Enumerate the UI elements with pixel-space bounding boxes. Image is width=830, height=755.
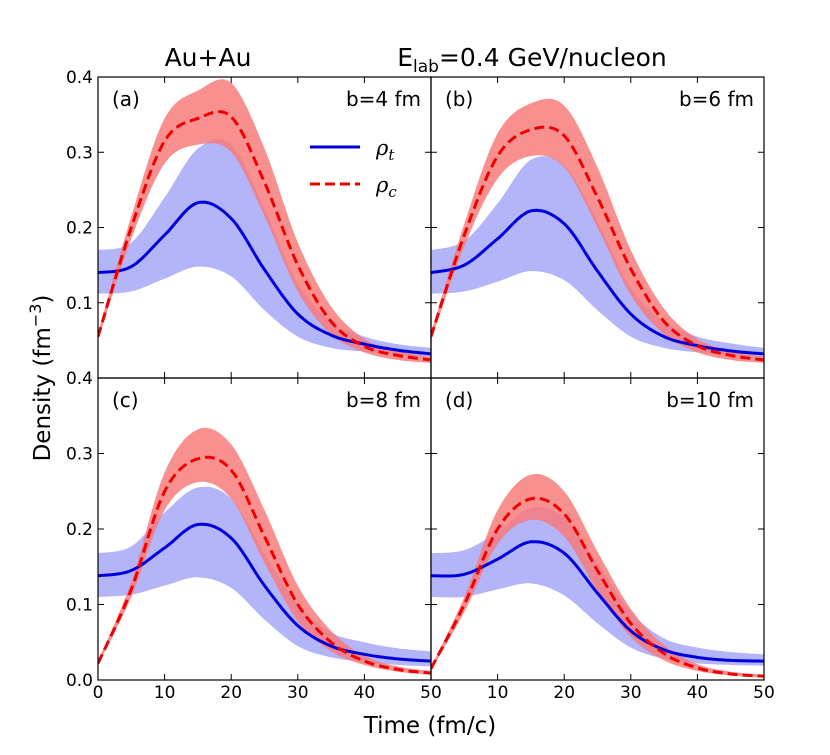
x-tick-label: 0: [93, 683, 104, 703]
title-system: Au+Au: [165, 43, 252, 72]
x-axis-title: Time (fm/c): [363, 713, 496, 739]
panel-label-a: (a): [112, 87, 140, 111]
y-tick-label: 0.2: [66, 520, 93, 540]
rho-c-line-c: [98, 455, 431, 675]
y-tick-label: 0.0: [66, 671, 93, 691]
panel-b: (b) b=6 fm: [430, 76, 765, 379]
panel-d: (d) b=10 fm 10 20 30 40 50: [430, 377, 775, 703]
rho-t-band-c: [98, 486, 431, 667]
legend-label-c: ρc: [375, 173, 397, 201]
x-tick-label: 30: [287, 683, 309, 703]
panel-label-b: (b): [445, 87, 473, 111]
rho-t-line-a: [98, 200, 431, 356]
y-axis-title: Density (fm−3): [26, 295, 56, 462]
panel-d-frame: [430, 377, 765, 681]
panel-b-plot: [431, 98, 764, 363]
x-tick-label: 10: [154, 683, 176, 703]
x-tick-label: 30: [620, 683, 642, 703]
y-tick-label: 0.4: [66, 369, 93, 389]
rho-t-line-c: [98, 522, 431, 663]
rho-t-band-b: [431, 156, 764, 357]
x-tick-label: 10: [487, 683, 509, 703]
rho-t-band-a: [98, 139, 431, 357]
x-tick-label: 50: [753, 683, 775, 703]
impact-label-b: b=6 fm: [679, 87, 754, 111]
rho-c-band-c: [98, 427, 431, 675]
y-tick-label: 0.1: [66, 596, 93, 616]
x-tick-label: 40: [687, 683, 709, 703]
panel-label-c: (c): [112, 388, 139, 412]
panel-d-plot: [431, 473, 764, 678]
x-tick-label: 40: [354, 683, 376, 703]
title-energy: Elab=0.4 GeV/nucleon: [397, 43, 667, 77]
rho-c-line-d: [431, 496, 764, 678]
legend-label-t: ρt: [375, 136, 395, 164]
legend: ρt ρc: [310, 136, 397, 201]
panel-a-plot: [98, 79, 431, 363]
impact-label-d: b=10 fm: [666, 388, 754, 412]
rho-c-line-b: [431, 125, 764, 362]
y-tick-label: 0.3: [66, 445, 93, 465]
rho-t-line-d: [431, 540, 764, 663]
x-tick-label: 50: [420, 683, 442, 703]
panels: (a) b=4 fm 0.1 0.2 0.3 0.4 ρt ρc (b) b=6 fm (c) b=8…: [66, 68, 775, 703]
rho-c-line-a: [98, 110, 431, 362]
panel-a: (a) b=4 fm 0.1 0.2 0.3 0.4 ρt ρc: [66, 68, 432, 379]
panel-c-plot: [98, 427, 431, 675]
impact-label-a: b=4 fm: [346, 87, 421, 111]
x-tick-label: 20: [220, 683, 242, 703]
y-tick-label: 0.2: [66, 219, 93, 239]
panel-c: (c) b=8 fm 0.0 0.1 0.2 0.3 0.4 0 10 20 30 40 50: [66, 369, 442, 703]
y-tick-label: 0.3: [66, 143, 93, 163]
y-tick-label: 0.1: [66, 294, 93, 314]
panel-label-d: (d): [445, 388, 473, 412]
x-tick-label: 20: [553, 683, 575, 703]
y-tick-label: 0.4: [66, 68, 93, 88]
rho-t-line-b: [431, 208, 764, 356]
rho-c-band-d: [431, 473, 764, 678]
impact-label-c: b=8 fm: [346, 388, 421, 412]
